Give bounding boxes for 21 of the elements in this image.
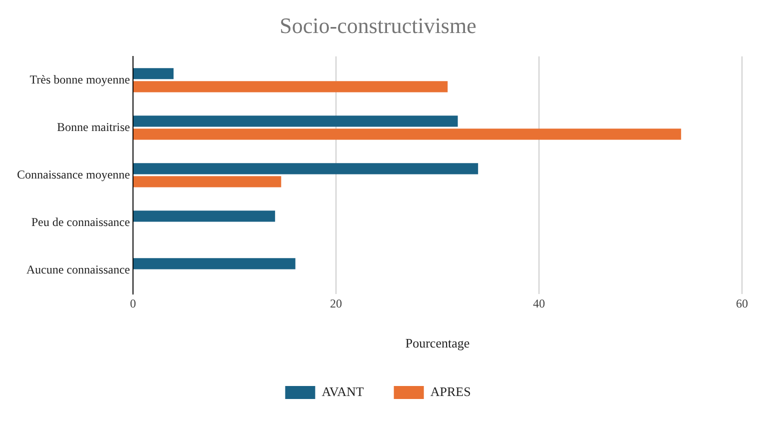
x-axis-title: Pourcentage — [405, 336, 470, 351]
legend-label: APRES — [430, 384, 471, 399]
y-tick-label: Connaissance moyenne — [17, 167, 130, 182]
legend-label: AVANT — [322, 384, 364, 399]
chart-title: Socio-constructivisme — [280, 12, 476, 38]
bar — [133, 258, 296, 270]
bar — [133, 163, 478, 174]
x-tick-label: 60 — [736, 296, 748, 310]
bar — [133, 128, 682, 140]
x-tick-label: 20 — [330, 296, 342, 310]
y-tick-label: Très bonne moyenne — [30, 72, 130, 86]
y-tick-label: Aucune connaissance — [26, 262, 130, 276]
bar — [133, 210, 276, 222]
y-tick-label: Bonne maitrise — [56, 120, 130, 134]
x-tick-label: 0 — [130, 296, 136, 310]
y-tick-label: Peu de connaissance — [31, 214, 130, 229]
bar — [133, 116, 458, 127]
bar — [133, 68, 174, 80]
bar — [133, 176, 282, 188]
bar — [133, 81, 448, 92]
x-tick-label: 40 — [532, 296, 545, 310]
